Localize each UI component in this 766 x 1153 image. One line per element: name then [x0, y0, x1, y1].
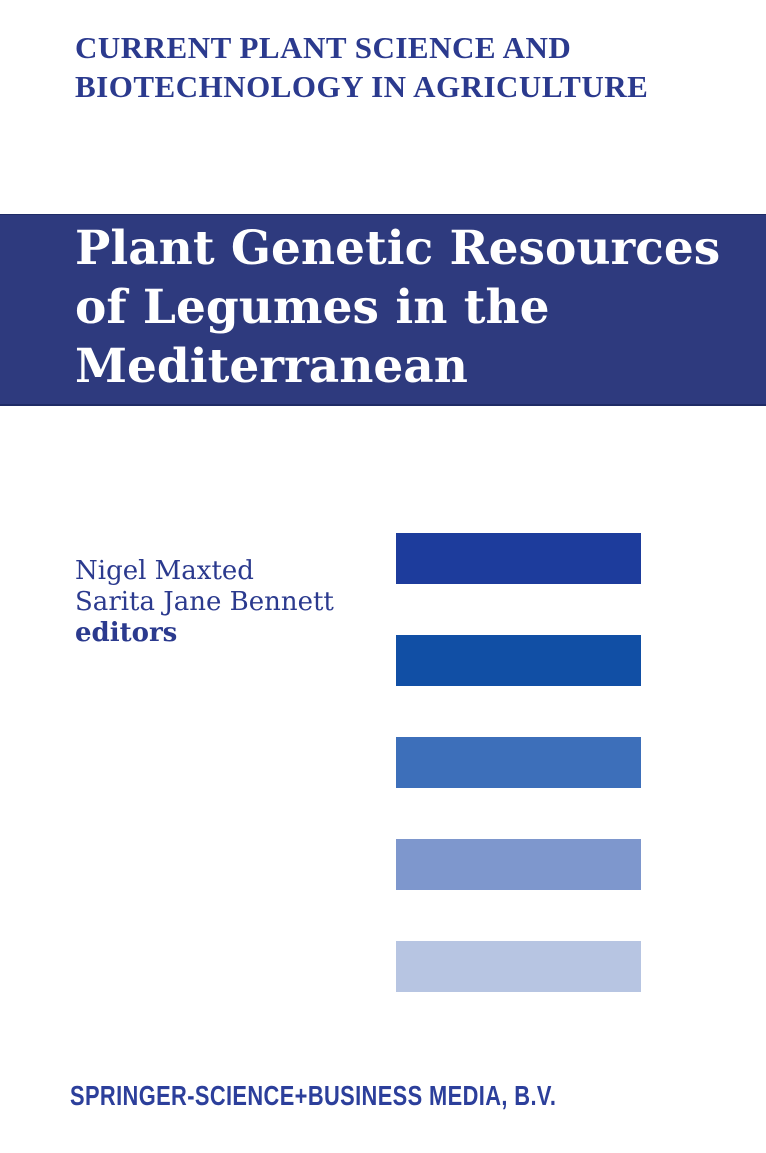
- gradient-bars: [396, 533, 641, 1043]
- book-title-line-3: Mediterranean: [75, 339, 468, 394]
- editor-name-2: Sarita Jane Bennett: [75, 587, 334, 617]
- editors-block: Nigel Maxted Sarita Jane Bennett editors: [75, 556, 334, 649]
- gradient-bar-3: [396, 737, 641, 788]
- book-title-line-1: Plant Genetic Resources: [75, 221, 721, 276]
- gradient-bar-4: [396, 839, 641, 890]
- series-title-line-2: BIOTECHNOLOGY IN AGRICULTURE: [75, 69, 649, 104]
- editors-role-label: editors: [75, 618, 178, 648]
- book-title: Plant Genetic Resources of Legumes in th…: [75, 219, 720, 396]
- book-title-line-2: of Legumes in the: [75, 280, 550, 335]
- series-title-line-1: CURRENT PLANT SCIENCE AND: [75, 30, 572, 65]
- editor-name-1: Nigel Maxted: [75, 556, 254, 586]
- gradient-bar-1: [396, 533, 641, 584]
- gradient-bar-5: [396, 941, 641, 992]
- gradient-bar-2: [396, 635, 641, 686]
- title-banner: Plant Genetic Resources of Legumes in th…: [0, 214, 766, 406]
- publisher-imprint: SPRINGER-SCIENCE+BUSINESS MEDIA, B.V.: [70, 1080, 557, 1111]
- series-title: CURRENT PLANT SCIENCE AND BIOTECHNOLOGY …: [75, 28, 648, 106]
